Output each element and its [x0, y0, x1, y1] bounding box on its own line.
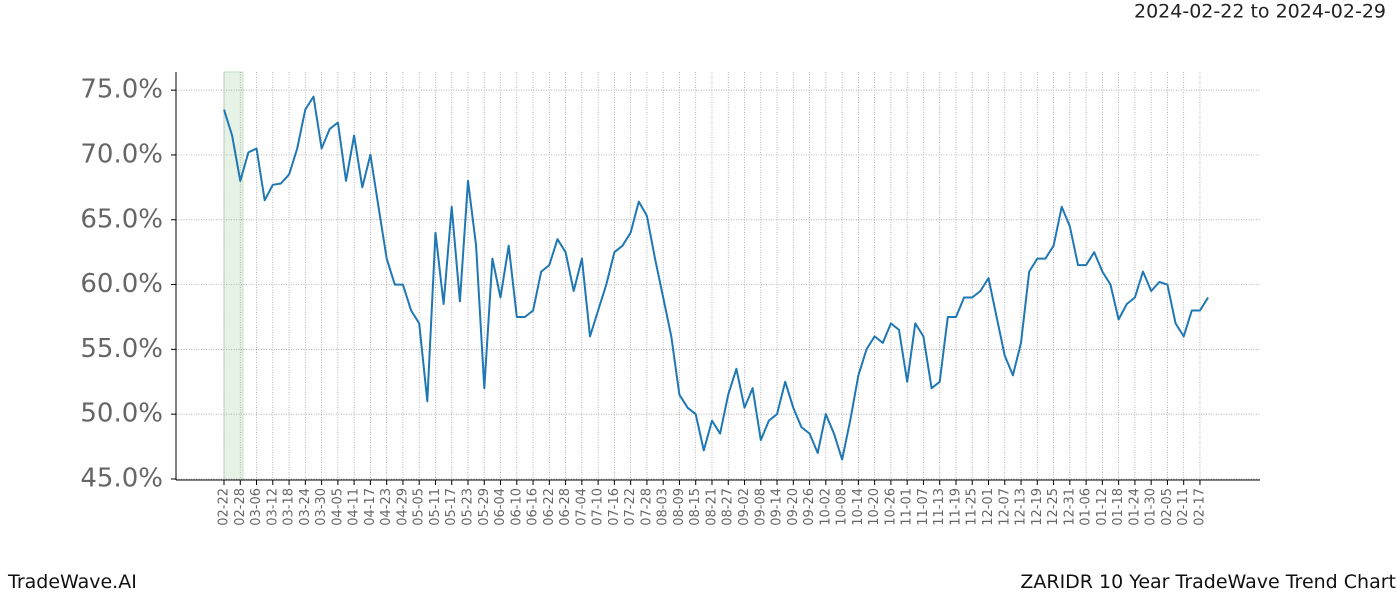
x-tick-label: 08-21 — [704, 488, 719, 526]
x-tick-label: 03-30 — [314, 488, 329, 526]
x-tick-label: 05-29 — [477, 488, 492, 526]
x-tick-label: 08-09 — [672, 488, 687, 526]
x-tick-label: 01-18 — [1111, 488, 1126, 526]
footer-left: TradeWave.AI — [7, 571, 137, 593]
x-tick-label: 12-07 — [997, 488, 1012, 526]
x-tick-label: 09-14 — [770, 488, 785, 526]
x-tick-label: 02-05 — [1160, 488, 1175, 526]
x-tick-label: 12-31 — [1062, 488, 1077, 526]
x-tick-label: 09-26 — [802, 488, 817, 526]
x-tick-label: 11-19 — [948, 488, 963, 526]
subtitle: 2024-02-22 to 2024-02-29 — [1134, 1, 1386, 23]
x-tick-label: 05-23 — [460, 488, 475, 526]
highlight-range — [223, 71, 244, 481]
x-tick-label: 01-06 — [1079, 488, 1094, 526]
x-tick-label: 06-10 — [509, 488, 524, 526]
x-tick-label: 12-25 — [1046, 488, 1061, 526]
x-tick-label: 05-11 — [428, 488, 443, 526]
x-tick-label: 07-16 — [607, 488, 622, 526]
x-tick-label: 05-17 — [444, 488, 459, 526]
x-tick-label: 03-12 — [265, 488, 280, 526]
x-tick-label: 01-24 — [1127, 488, 1142, 526]
footer-right: ZARIDR 10 Year TradeWave Trend Chart — [1020, 571, 1396, 593]
x-tick-label: 06-04 — [493, 488, 508, 526]
x-tick-label: 11-07 — [916, 488, 931, 526]
x-tick-label: 10-08 — [835, 488, 850, 526]
x-tick-label: 07-22 — [623, 488, 638, 526]
x-tick-label: 12-13 — [1014, 488, 1029, 526]
x-tick-label: 07-04 — [574, 488, 589, 526]
y-tick-label: 70.0% — [80, 139, 163, 169]
x-tick-label: 04-23 — [379, 488, 394, 526]
y-tick-label: 60.0% — [80, 269, 163, 299]
x-tick-label: 02-28 — [233, 488, 248, 526]
x-tick-label: 10-20 — [867, 488, 882, 526]
y-tick-label: 50.0% — [80, 399, 163, 429]
y-tick-label: 55.0% — [80, 334, 163, 364]
x-tick-label: 07-28 — [639, 488, 654, 526]
x-tick-label: 01-30 — [1144, 488, 1159, 526]
x-tick-label: 02-11 — [1176, 488, 1191, 526]
x-tick-label: 09-08 — [753, 488, 768, 526]
x-tick-label: 12-01 — [981, 488, 996, 526]
x-tick-label: 06-16 — [526, 488, 541, 526]
x-tick-label: 09-02 — [737, 488, 752, 526]
x-tick-label: 11-25 — [965, 488, 980, 526]
x-tick-label: 11-13 — [932, 488, 947, 526]
x-tick-label: 10-14 — [851, 488, 866, 526]
x-tick-label: 11-01 — [900, 488, 915, 526]
x-tick-label: 09-20 — [786, 488, 801, 526]
x-tick-label: 08-15 — [688, 488, 703, 526]
y-tick-label: 45.0% — [80, 463, 163, 493]
x-tick-label: 03-06 — [249, 488, 264, 526]
x-tick-label: 06-28 — [558, 488, 573, 526]
y-tick-label: 65.0% — [80, 204, 163, 234]
y-tick-label: 75.0% — [80, 75, 163, 105]
x-tick-label: 02-17 — [1192, 488, 1207, 526]
x-tick-label: 07-10 — [591, 488, 606, 526]
x-tick-label: 04-11 — [347, 488, 362, 526]
x-tick-label: 12-19 — [1030, 488, 1045, 526]
x-tick-label: 03-24 — [298, 488, 313, 526]
x-tick-label: 10-02 — [818, 488, 833, 526]
x-tick-label: 04-05 — [330, 488, 345, 526]
x-tick-label: 04-17 — [363, 488, 378, 526]
x-tick-label: 04-29 — [395, 488, 410, 526]
x-tick-label: 03-18 — [282, 488, 297, 526]
x-tick-label: 05-05 — [412, 488, 427, 526]
x-tick-label: 06-22 — [542, 488, 557, 526]
x-tick-label: 01-12 — [1095, 488, 1110, 526]
x-tick-label: 08-03 — [656, 488, 671, 526]
x-tick-label: 08-27 — [721, 488, 736, 526]
x-tick-label: 10-26 — [883, 488, 898, 526]
x-tick-label: 02-22 — [217, 488, 232, 526]
data-line — [223, 95, 1209, 461]
